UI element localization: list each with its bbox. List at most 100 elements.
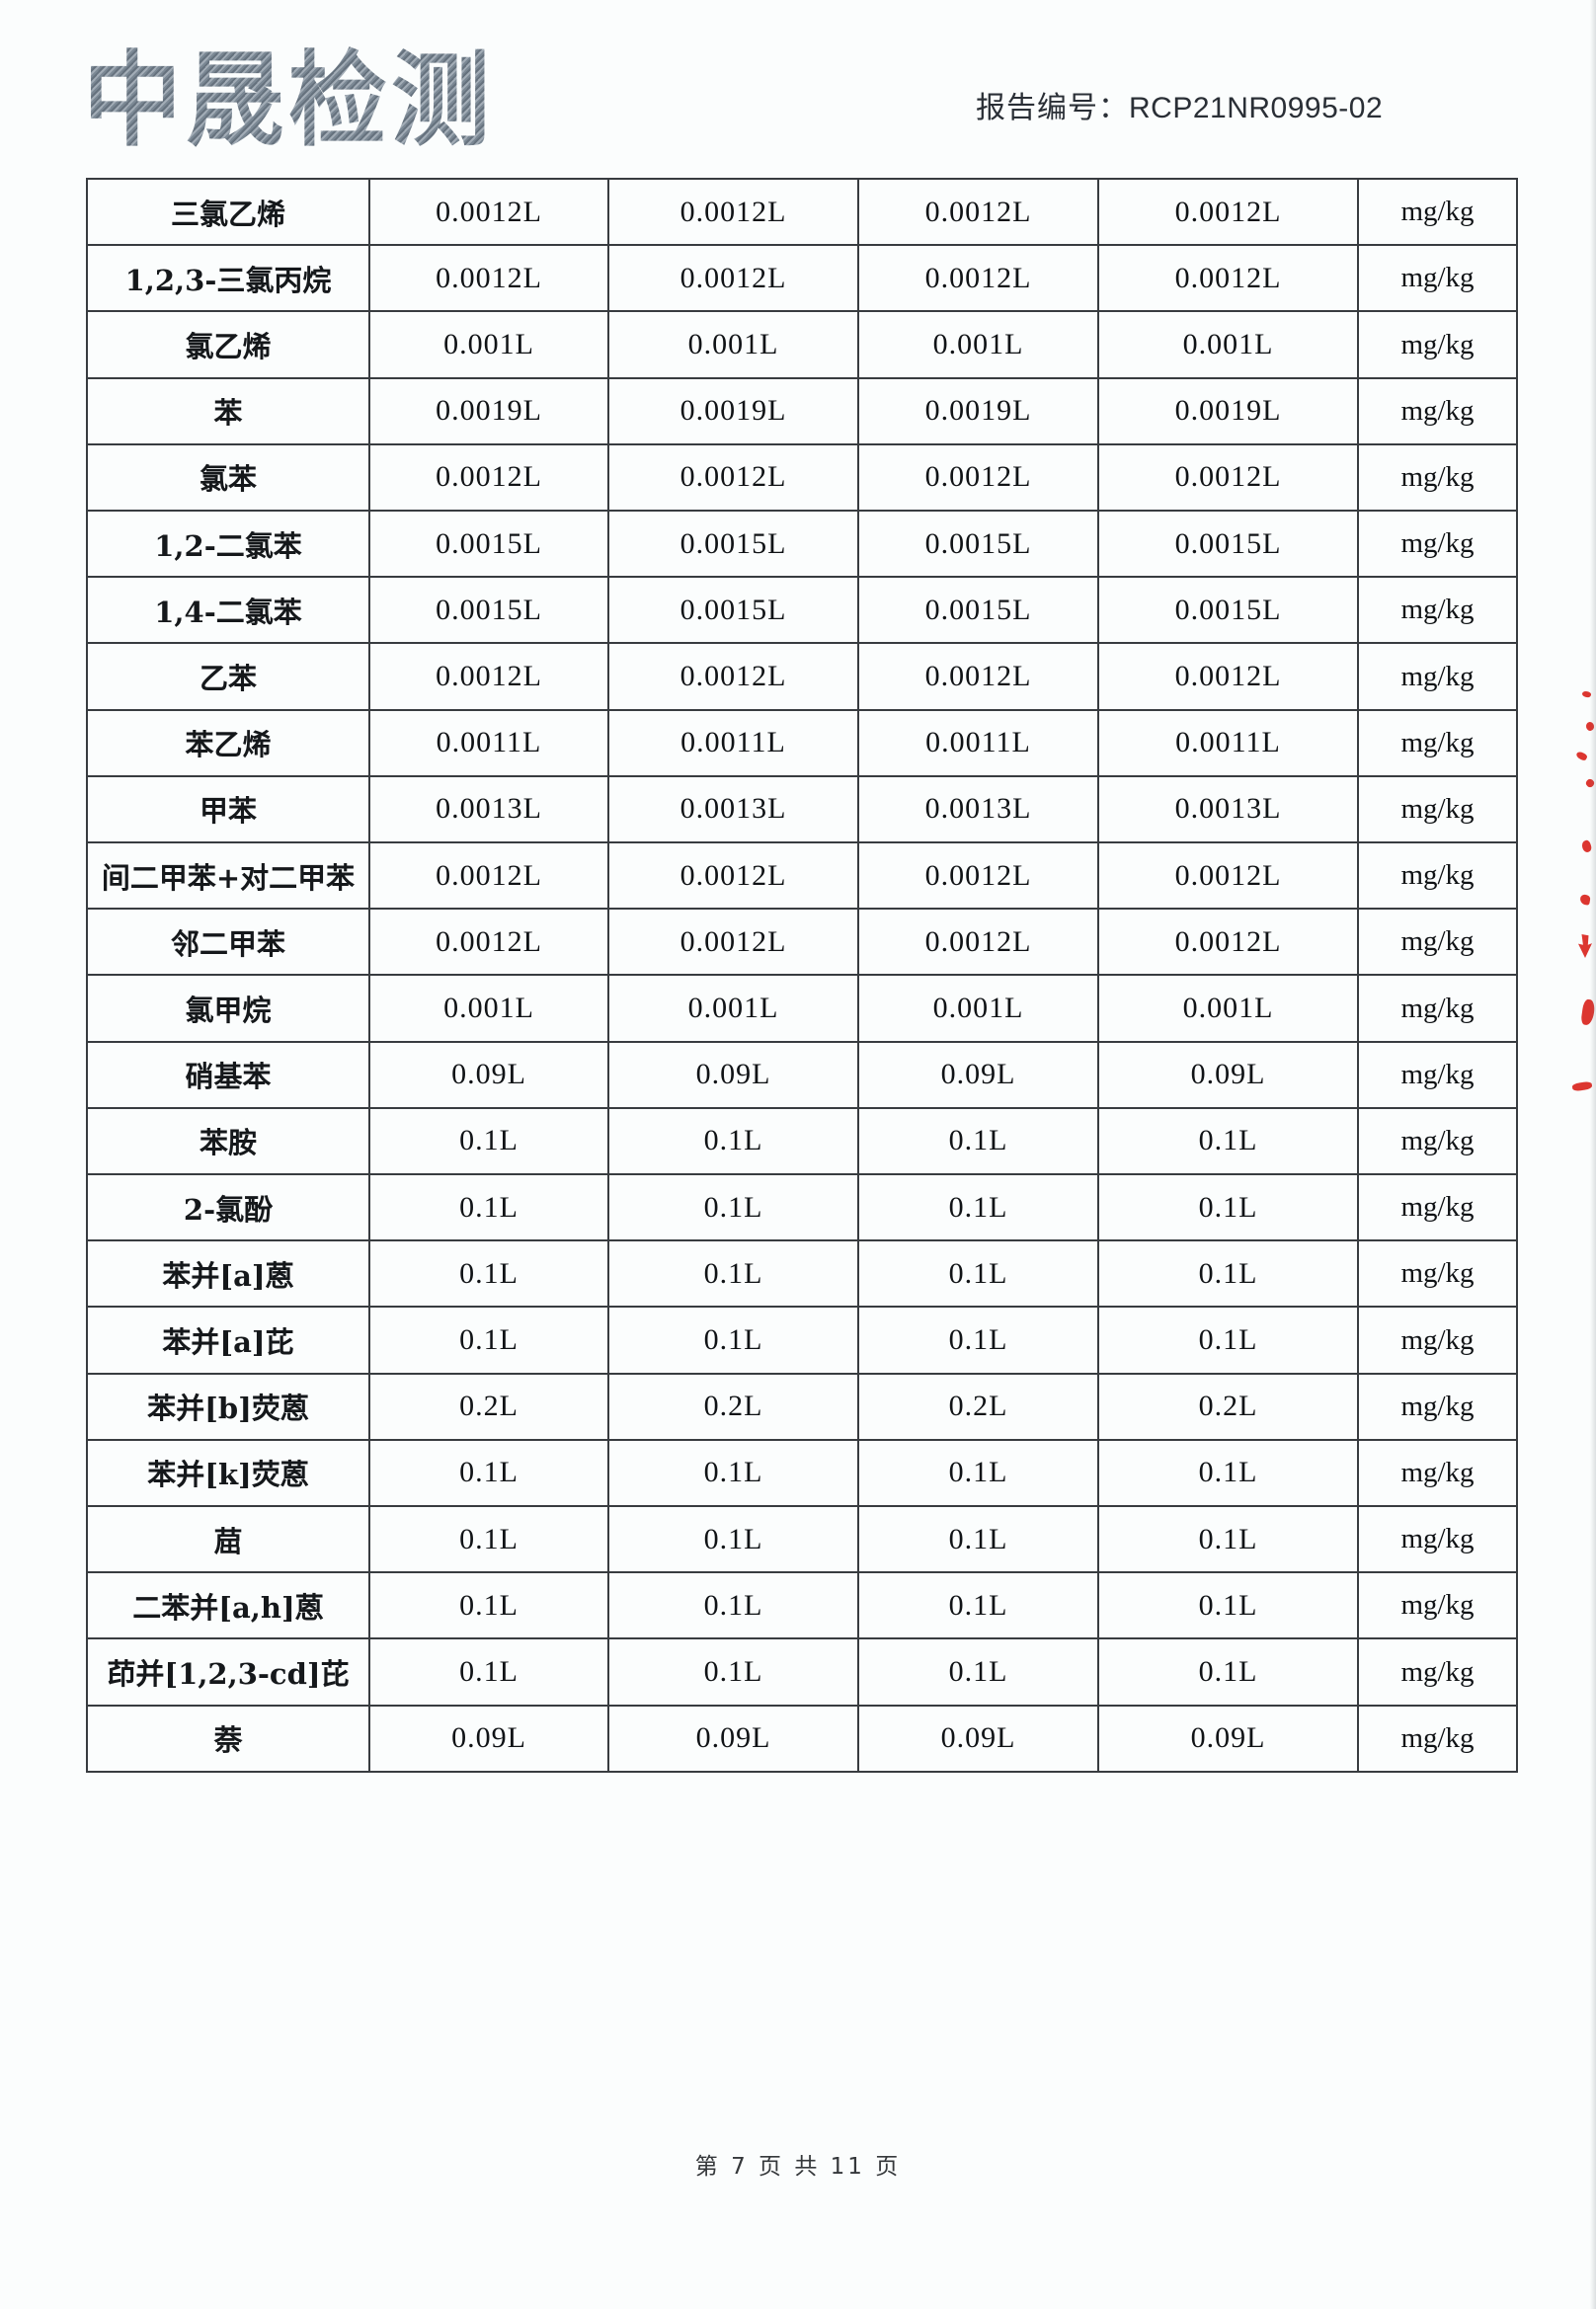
result-value-cell: 0.1L xyxy=(607,1505,859,1574)
result-value-cell: 0.001L xyxy=(857,310,1099,379)
unit-cell: mg/kg xyxy=(1357,376,1518,445)
result-value-cell: 0.0012L xyxy=(368,442,609,513)
compound-name-cell: 邻二甲苯 xyxy=(86,908,370,977)
result-value-cell: 0.1L xyxy=(368,1306,609,1375)
result-value-cell: 0.0015L xyxy=(857,576,1099,645)
compound-name-cell: 1,2-二氯苯 xyxy=(86,510,370,579)
result-value-cell: 0.001L xyxy=(607,310,859,379)
result-value-cell: 0.001L xyxy=(368,310,609,379)
result-value-cell: 0.09L xyxy=(607,1040,859,1109)
result-value-cell: 0.1L xyxy=(1097,1438,1359,1508)
table-row: 䓛 0.1L 0.1L 0.1L 0.1L mg/kg xyxy=(86,1505,1518,1574)
compound-name-cell: 苯并[a]芘 xyxy=(86,1306,370,1375)
compound-name-cell: 䓛 xyxy=(86,1505,370,1574)
unit-cell: mg/kg xyxy=(1357,244,1518,313)
result-value-cell: 0.0012L xyxy=(368,177,609,247)
unit-cell: mg/kg xyxy=(1357,642,1518,711)
result-value-cell: 0.1L xyxy=(607,1173,859,1242)
result-value-cell: 0.1L xyxy=(1097,1306,1359,1375)
table-row: 苯胺 0.1L 0.1L 0.1L 0.1L mg/kg xyxy=(86,1106,1518,1176)
result-value-cell: 0.0015L xyxy=(368,510,609,579)
result-value-cell: 0.0015L xyxy=(1097,510,1359,579)
unit-cell: mg/kg xyxy=(1357,1106,1518,1176)
compound-name-cell: 间二甲苯+对二甲苯 xyxy=(86,841,370,911)
compound-name-cell: 苯并[a]蒽 xyxy=(86,1239,370,1309)
compound-name-cell: 2-氯酚 xyxy=(86,1173,370,1242)
result-value-cell: 0.2L xyxy=(607,1372,859,1441)
report-number-label: 报告编号： xyxy=(976,91,1129,125)
result-value-cell: 0.0012L xyxy=(607,908,859,977)
result-value-cell: 0.1L xyxy=(857,1438,1099,1508)
compound-name-cell: 氯乙烯 xyxy=(86,310,370,379)
compound-name-cell: 苯 xyxy=(86,376,370,445)
result-value-cell: 0.0015L xyxy=(1097,576,1359,645)
result-value-cell: 0.0012L xyxy=(607,244,859,313)
unit-cell: mg/kg xyxy=(1357,708,1518,777)
result-value-cell: 0.1L xyxy=(1097,1239,1359,1309)
table-row: 苯并[a]蒽 0.1L 0.1L 0.1L 0.1L mg/kg xyxy=(86,1239,1518,1309)
red-stamp-mark xyxy=(1575,751,1588,761)
result-value-cell: 0.1L xyxy=(368,1505,609,1574)
result-value-cell: 0.09L xyxy=(857,1704,1099,1774)
compound-name-cell: 苯并[b]荧蒽 xyxy=(86,1372,370,1441)
result-value-cell: 0.09L xyxy=(607,1704,859,1774)
result-value-cell: 0.0012L xyxy=(607,177,859,247)
result-value-cell: 0.0012L xyxy=(857,244,1099,313)
table-row: 硝基苯 0.09L 0.09L 0.09L 0.09L mg/kg xyxy=(86,1040,1518,1109)
result-value-cell: 0.0012L xyxy=(857,908,1099,977)
results-table-body: 三氯乙烯 0.0012L 0.0012L 0.0012L 0.0012L mg/kg 1,2… xyxy=(86,177,1518,1774)
table-row: 氯苯 0.0012L 0.0012L 0.0012L 0.0012L mg/kg xyxy=(86,442,1518,513)
table-row: 二苯并[a,h]蒽 0.1L 0.1L 0.1L 0.1L mg/kg xyxy=(86,1571,1518,1640)
table-row: 氯乙烯 0.001L 0.001L 0.001L 0.001L mg/kg xyxy=(86,310,1518,379)
table-row: 间二甲苯+对二甲苯 0.0012L 0.0012L 0.0012L 0.0012L mg/… xyxy=(86,841,1518,911)
result-value-cell: 0.0012L xyxy=(1097,177,1359,247)
result-value-cell: 0.09L xyxy=(368,1704,609,1774)
unit-cell: mg/kg xyxy=(1357,442,1518,513)
result-value-cell: 0.0012L xyxy=(857,642,1099,711)
table-row: 2-氯酚 0.1L 0.1L 0.1L 0.1L mg/kg xyxy=(86,1173,1518,1242)
result-value-cell: 0.0013L xyxy=(368,774,609,844)
result-value-cell: 0.1L xyxy=(857,1306,1099,1375)
table-row: 苯并[a]芘 0.1L 0.1L 0.1L 0.1L mg/kg xyxy=(86,1306,1518,1375)
result-value-cell: 0.1L xyxy=(857,1173,1099,1242)
unit-cell: mg/kg xyxy=(1357,310,1518,379)
compound-name-cell: 甲苯 xyxy=(86,774,370,844)
result-value-cell: 0.0015L xyxy=(607,510,859,579)
compound-name-cell: 二苯并[a,h]蒽 xyxy=(86,1571,370,1640)
result-value-cell: 0.1L xyxy=(607,1239,859,1309)
unit-cell: mg/kg xyxy=(1357,1438,1518,1508)
result-value-cell: 0.1L xyxy=(368,1239,609,1309)
unit-cell: mg/kg xyxy=(1357,1306,1518,1375)
unit-cell: mg/kg xyxy=(1357,1505,1518,1574)
unit-cell: mg/kg xyxy=(1357,576,1518,645)
result-value-cell: 0.0019L xyxy=(607,376,859,445)
unit-cell: mg/kg xyxy=(1357,908,1518,977)
result-value-cell: 0.0012L xyxy=(1097,642,1359,711)
result-value-cell: 0.0012L xyxy=(1097,442,1359,513)
result-value-cell: 0.0011L xyxy=(1097,708,1359,777)
compound-name-cell: 苯乙烯 xyxy=(86,708,370,777)
result-value-cell: 0.1L xyxy=(368,1637,609,1707)
result-value-cell: 0.0011L xyxy=(607,708,859,777)
result-value-cell: 0.1L xyxy=(368,1106,609,1176)
result-value-cell: 0.0012L xyxy=(857,177,1099,247)
unit-cell: mg/kg xyxy=(1357,1372,1518,1441)
unit-cell: mg/kg xyxy=(1357,1040,1518,1109)
result-value-cell: 0.1L xyxy=(857,1505,1099,1574)
result-value-cell: 0.1L xyxy=(857,1106,1099,1176)
result-value-cell: 0.09L xyxy=(1097,1704,1359,1774)
result-value-cell: 0.09L xyxy=(368,1040,609,1109)
compound-name-cell: 萘 xyxy=(86,1704,370,1774)
result-value-cell: 0.1L xyxy=(1097,1106,1359,1176)
table-row: 苯并[k]荧蒽 0.1L 0.1L 0.1L 0.1L mg/kg xyxy=(86,1438,1518,1508)
compound-name-cell: 乙苯 xyxy=(86,642,370,711)
unit-cell: mg/kg xyxy=(1357,177,1518,247)
result-value-cell: 0.1L xyxy=(1097,1571,1359,1640)
result-value-cell: 0.1L xyxy=(607,1306,859,1375)
compound-name-cell: 氯甲烷 xyxy=(86,974,370,1043)
table-row: 苯 0.0019L 0.0019L 0.0019L 0.0019L mg/kg xyxy=(86,376,1518,445)
scan-page-edge xyxy=(1590,0,1596,2309)
table-row: 苯乙烯 0.0011L 0.0011L 0.0011L 0.0011L mg/kg xyxy=(86,708,1518,777)
result-value-cell: 0.0012L xyxy=(607,841,859,911)
